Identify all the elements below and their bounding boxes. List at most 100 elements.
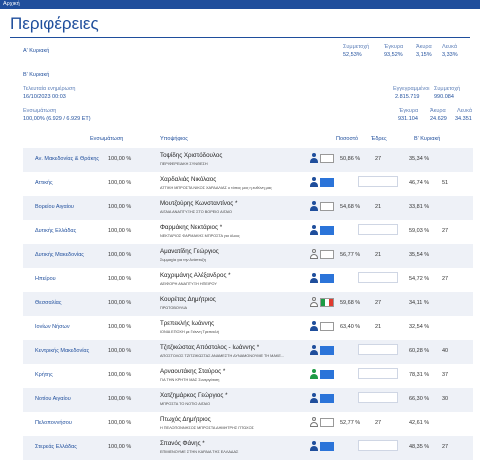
candidate-party: ΑΤΤΙΚΗ ΜΠΡΟΣΤΑ ΝΙΚΟΣ ΧΑΡΔΑΛΙΑΣ ο τόπος μ… <box>160 186 272 190</box>
round-b-share-cell: 32,54 % <box>409 324 430 330</box>
candidate-party: ΜΠΡΟΣΤΑ ΤΟ ΝΟΤΙΟ ΑΙΓΑΙΟ <box>160 402 211 406</box>
table-row[interactable]: Ηπείρου 100,00 % Καχριμάνης Αλέξανδρος * ΑΕ… <box>23 268 473 292</box>
region-link[interactable]: Στερεάς Ελλάδας <box>35 444 77 450</box>
table-row[interactable]: Νοτίου Αιγαίου 100,00 % Χατζημάρκος Γεώργι… <box>23 388 473 412</box>
integration-cell: 100,00 % <box>108 300 132 306</box>
person-icon <box>310 441 318 452</box>
party-logo-icon <box>320 154 334 163</box>
candidate-name: Κουρέτας Δημήτριος <box>160 296 216 303</box>
round-b-turnout-label: Συμμετοχή <box>434 86 461 92</box>
candidate-name: Αρναουτάκης Σταύρος * <box>160 368 226 375</box>
region-link[interactable]: Αν. Μακεδονίας & Θράκης <box>35 156 100 162</box>
round-b-share-cell: 35,54 % <box>409 252 430 258</box>
person-icon <box>310 249 318 260</box>
table-row[interactable]: Αττικής 100,00 % Χαρδαλιάς Νικόλαος ΑΤΤΙΚΗ … <box>23 172 473 196</box>
round-b-seats-cell: 27 <box>442 276 449 282</box>
integration-cell: 100,00 % <box>108 156 132 162</box>
round-b-share-cell: 34,11 % <box>409 300 429 306</box>
candidate-name: Φαρμάκης Νεκτάριος * <box>160 224 223 231</box>
party-logo-icon <box>320 418 334 427</box>
region-link[interactable]: Αττικής <box>35 180 53 186</box>
candidate-name: Σπανός Φάνης * <box>160 440 205 447</box>
region-link[interactable]: Πελοποννήσου <box>35 420 72 426</box>
candidate-party: Η ΠΕΛΟΠΟΝΝΗΣΟΣ ΜΠΡΟΣΤΑ ΔΗΜΗΤΡΗΣ ΠΤΩΧΟΣ <box>160 426 254 430</box>
table-row[interactable]: Δυτικής Ελλάδας 100,00 % Φαρμάκης Νεκτάριο… <box>23 220 473 244</box>
integration-cell: 100,00 % <box>108 396 132 402</box>
share-cell: 50,86 % <box>340 156 361 162</box>
round-a-valid-label: Έγκυρα <box>384 44 404 50</box>
round-a-invalid-label: Άκυρα <box>416 44 432 50</box>
round-b-valid-value: 931.104 <box>398 116 418 122</box>
header-candidate: Υποψήφιος <box>160 136 188 142</box>
round-b-valid-label: Έγκυρα <box>399 108 419 114</box>
candidate-name: Χαρδαλιάς Νικόλαος <box>160 176 217 183</box>
person-icon <box>310 417 318 428</box>
candidate-name: Πτωχός Δημήτριος <box>160 416 211 423</box>
round-b-share-cell: 35,34 % <box>409 156 430 162</box>
table-row[interactable]: Στερεάς Ελλάδας 100,00 % Σπανός Φάνης * ΕΠΙ… <box>23 436 473 460</box>
integration-cell: 100,00 % <box>108 252 132 258</box>
party-logo-icon <box>320 274 334 283</box>
round-a-blank-label: Λευκά <box>442 44 457 50</box>
regions-table: Αν. Μακεδονίας & Θράκης 100,00 % Τοψίδης Χ… <box>23 148 473 460</box>
breadcrumb-home[interactable]: Αρχική <box>3 1 20 7</box>
round-b-share-cell: 78,31 % <box>409 372 430 378</box>
round-b-seats-cell: 51 <box>442 180 449 186</box>
integration-cell: 100,00 % <box>108 372 132 378</box>
seats-cell: 27 <box>375 156 382 162</box>
candidate-party: ΑΠΟΣΤΟΛΟΣ ΤΖΙΤΖΙΚΩΣΤΑΣ ΑΝΑΜΕΣΤΗ ΔΥΝΑΜΟΝΟ… <box>160 354 285 358</box>
round-a-turnout-value: 52,53% <box>343 52 362 58</box>
empty-result-box <box>358 176 398 187</box>
table-row[interactable]: Δυτικής Μακεδονίας 100,00 % Αμανατίδης Γεώ… <box>23 244 473 268</box>
table-row[interactable]: Ιονίων Νήσων 100,00 % Τρεπεκλής Ιωάννης ΙΟΝ… <box>23 316 473 340</box>
region-link[interactable]: Δυτικής Μακεδονίας <box>35 252 84 258</box>
table-row[interactable]: Αν. Μακεδονίας & Θράκης 100,00 % Τοψίδης Χ… <box>23 148 473 172</box>
integration-cell: 100,00 % <box>108 204 132 210</box>
region-link[interactable]: Βορείου Αιγαίου <box>35 204 74 210</box>
integration-value: 100,00% (6.929 / 6.929 ΕΤ) <box>23 116 91 122</box>
round-a-invalid-value: 3,15% <box>416 52 432 58</box>
table-row[interactable]: Πελοποννήσου 100,00 % Πτωχός Δημήτριος Η ΠΕ… <box>23 412 473 436</box>
region-link[interactable]: Ιονίων Νήσων <box>35 324 70 330</box>
table-row[interactable]: Θεσσαλίας 100,00 % Κουρέτας Δημήτριος ΠΡΩΤΟ… <box>23 292 473 316</box>
registered-value: 2.815.719 <box>395 94 420 100</box>
header-integration: Ενσωμάτωση <box>90 136 124 142</box>
candidate-name: Αμανατίδης Γεώργιος <box>160 248 219 255</box>
region-link[interactable]: Κεντρικής Μακεδονίας <box>35 348 90 354</box>
region-link[interactable]: Ηπείρου <box>35 276 56 282</box>
candidate-name: Τοψίδης Χριστόδουλος <box>160 152 223 159</box>
round-b-invalid-value: 24.629 <box>430 116 447 122</box>
integration-cell: 100,00 % <box>108 324 132 330</box>
person-icon <box>310 345 318 356</box>
round-a-valid-value: 93,52% <box>384 52 403 58</box>
person-icon <box>310 369 318 380</box>
region-link[interactable]: Θεσσαλίας <box>35 300 62 306</box>
table-row[interactable]: Κεντρικής Μακεδονίας 100,00 % Τζιτζικώστας… <box>23 340 473 364</box>
candidate-name: Μουτζούρης Κωνσταντίνος * <box>160 200 238 207</box>
round-a-blank-value: 3,33% <box>442 52 458 58</box>
region-link[interactable]: Νοτίου Αιγαίου <box>35 396 71 402</box>
person-icon <box>310 153 318 164</box>
round-b-label: Β' Κυριακή <box>23 72 50 78</box>
party-logo-icon <box>320 394 334 403</box>
candidate-party: ΓΙΑ ΤΗΝ ΚΡΗΤΗ ΜΑΣ Συνεργάτιση <box>160 378 220 382</box>
share-cell: 56,77 % <box>340 252 361 258</box>
table-row[interactable]: Κρήτης 100,00 % Αρναουτάκης Σταύρος * ΓΙΑ Τ… <box>23 364 473 388</box>
table-header: Ενσωμάτωση Υποψήφιος Ποσοστό Έδρες Β' Κυ… <box>0 136 480 146</box>
person-icon <box>310 273 318 284</box>
round-b-blank-label: Λευκά <box>457 108 472 114</box>
share-cell: 52,77 % <box>340 420 361 426</box>
region-link[interactable]: Δυτικής Ελλάδας <box>35 228 77 234</box>
empty-result-box <box>358 272 398 283</box>
party-logo-icon <box>320 370 334 379</box>
party-logo-icon <box>320 250 334 259</box>
integration-cell: 100,00 % <box>108 180 132 186</box>
candidate-party: ΑΙΓΑΙΑ ΑΝΑΠΤΥΞΗΣ ΣΤΟ ΒΟΡΕΙΟ ΑΙΓΑΙΟ <box>160 210 232 214</box>
empty-result-box <box>358 440 398 451</box>
round-b-invalid-label: Άκυρα <box>430 108 446 114</box>
region-link[interactable]: Κρήτης <box>35 372 53 378</box>
table-row[interactable]: Βορείου Αιγαίου 100,00 % Μουτζούρης Κωνστα… <box>23 196 473 220</box>
integration-cell: 100,00 % <box>108 228 132 234</box>
candidate-party: ΠΕΡΙΦΕΡΕΙΑΚΗ ΣΥΝΘΕΣΗ <box>160 162 208 166</box>
share-cell: 63,40 % <box>340 324 361 330</box>
